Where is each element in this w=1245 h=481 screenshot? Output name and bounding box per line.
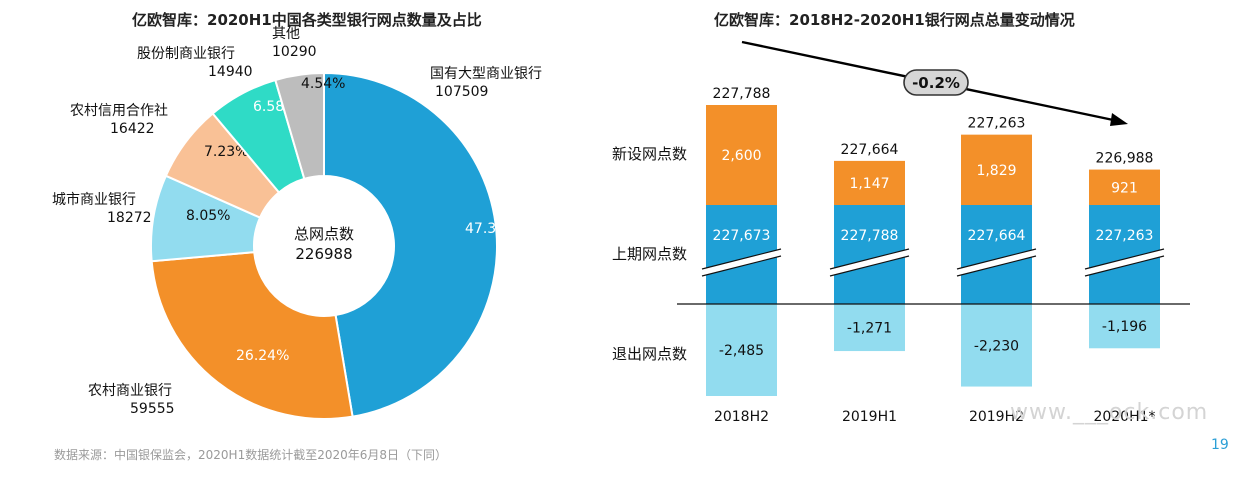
donut-slice	[274, 71, 325, 181]
axis-break-mark	[834, 250, 905, 275]
source-footnote: 数据来源：中国银保监会，2020H1数据统计截至2020年6月8日（下同）	[54, 448, 448, 462]
bar-value-label-previous: 227,673	[713, 228, 771, 244]
trend-badge	[903, 69, 969, 96]
bar-value-label-exit: -1,271	[847, 321, 892, 337]
donut-chart: 47.36% 国有大型商业银行 107509 26.24% 农村商业银行 59555 8.0…	[52, 26, 542, 420]
slice-name-label: 其他	[272, 26, 300, 42]
slice-name-label: 城市商业银行	[52, 191, 136, 208]
axis-break-line	[1084, 248, 1165, 270]
slice-name-label: 农村商业银行	[88, 383, 172, 399]
right-chart-title: 亿欧智库：2018H2-2020H1银行网点总量变动情况	[714, 11, 1075, 29]
slice-percent-label: 7.23%	[204, 144, 248, 160]
slice-count-label: 59555	[130, 401, 175, 417]
slice-percent-label: 8.05%	[186, 208, 230, 224]
bar-value-label-new: 921	[1111, 180, 1138, 196]
slice-count-label: 14940	[208, 64, 253, 80]
bar-value-label-new: 2,600	[721, 148, 761, 164]
bar-value-label-previous: 227,664	[968, 228, 1026, 244]
bar-segment-new	[706, 105, 777, 205]
trend-percent-label: -0.2%	[912, 74, 960, 92]
donut-slice	[150, 251, 354, 420]
donut-hole	[255, 177, 393, 315]
category-label: 2020H1*	[1093, 409, 1155, 425]
bar-value-label-new: 1,147	[849, 176, 889, 192]
bar-value-label-exit: -1,196	[1102, 319, 1147, 335]
row-label: 退出网点数	[612, 345, 687, 363]
bar-total-label: 227,664	[841, 142, 899, 158]
bar-segment-exit	[834, 304, 905, 352]
axis-break-mark	[961, 250, 1032, 275]
page-number: 19	[1211, 437, 1229, 453]
slice-count-label: 18272	[107, 210, 152, 226]
axis-break-mark	[1089, 250, 1160, 275]
axis-break-mark	[706, 250, 777, 275]
bar-segment-exit	[961, 304, 1032, 387]
row-label: 新设网点数	[612, 145, 687, 163]
slice-name-label: 股份制商业银行	[137, 46, 235, 62]
bar-value-label-new: 1,829	[976, 163, 1016, 179]
bar-segment-new	[961, 134, 1032, 205]
donut-center-label: 总网点数	[294, 225, 354, 243]
bar-value-label-exit: -2,485	[719, 343, 764, 359]
slice-name-label: 国有大型商业银行	[430, 66, 542, 82]
bar-total-label: 227,263	[968, 116, 1026, 132]
bar-segment-exit	[1089, 304, 1160, 349]
bar-segment-new	[834, 160, 905, 205]
bar-value-label-exit: -2,230	[974, 338, 1019, 354]
row-label: 上期网点数	[612, 245, 687, 263]
slice-count-label: 10290	[272, 44, 317, 60]
slice-count-label: 16422	[110, 121, 155, 137]
category-label: 2019H1	[842, 409, 897, 425]
slice-percent-label: 26.24%	[236, 348, 289, 364]
slice-percent-label: 47.36%	[465, 221, 518, 237]
donut-center-value: 226988	[295, 245, 352, 263]
axis-break-line	[701, 248, 782, 270]
watermark: www.___ock.com	[1010, 400, 1209, 425]
bar-segment-new	[1089, 169, 1160, 205]
axis-break-line	[956, 248, 1037, 270]
category-label: 2019H2	[969, 409, 1024, 425]
bar-total-label: 226,988	[1096, 151, 1154, 167]
trend-arrow-head	[1110, 113, 1128, 126]
category-label: 2018H2	[714, 409, 769, 425]
axis-break-line	[1084, 255, 1165, 277]
slice-name-label: 农村信用合作社	[70, 103, 168, 119]
axis-break-line	[701, 255, 782, 277]
axis-break-line	[956, 255, 1037, 277]
axis-break-line	[829, 248, 910, 270]
axis-break-line	[829, 255, 910, 277]
slice-count-label: 107509	[435, 84, 488, 100]
donut-slice	[323, 71, 498, 418]
bar-segment-exit	[706, 304, 777, 396]
bar-value-label-previous: 227,263	[1096, 228, 1154, 244]
bar-value-label-previous: 227,788	[841, 228, 899, 244]
slice-percent-label: 4.54%	[301, 76, 345, 92]
bar-total-label: 227,788	[713, 86, 771, 102]
left-chart-title: 亿欧智库：2020H1中国各类型银行网点数量及占比	[132, 11, 482, 29]
